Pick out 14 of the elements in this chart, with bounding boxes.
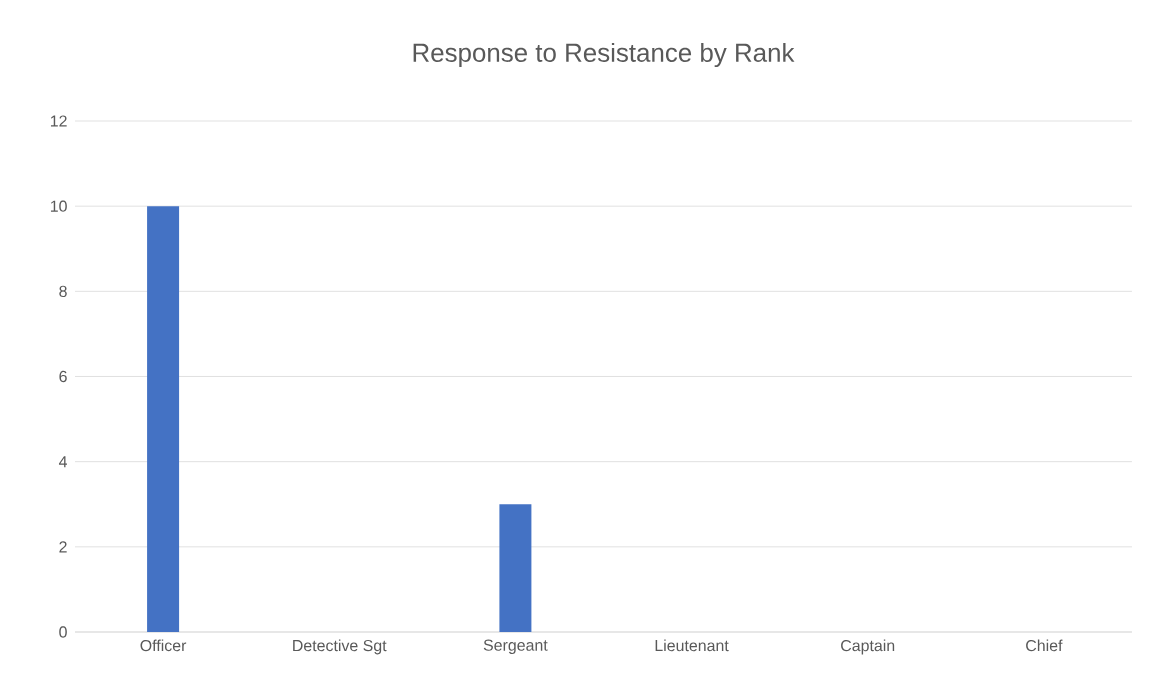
x-tick-label: Lieutenant [655,639,729,652]
x-tick-label: Chief [1026,639,1063,652]
y-tick-label: 6 [59,370,67,383]
x-tick-label: Detective Sgt [293,639,387,655]
y-tick-label: 0 [59,626,67,638]
y-tick-label: 4 [58,456,68,468]
y-tick-label: 10 [50,200,67,212]
y-tick-label: 12 [50,115,67,127]
y-tick-label: 2 [59,541,67,553]
x-tick-label: Officer [140,639,187,652]
chart-title: Response to Resistance by Rank [413,42,795,68]
x-tick-label: Sergeant [483,639,548,654]
y-tick-label: 8 [59,285,67,297]
x-tick-label: Captain [841,639,895,655]
